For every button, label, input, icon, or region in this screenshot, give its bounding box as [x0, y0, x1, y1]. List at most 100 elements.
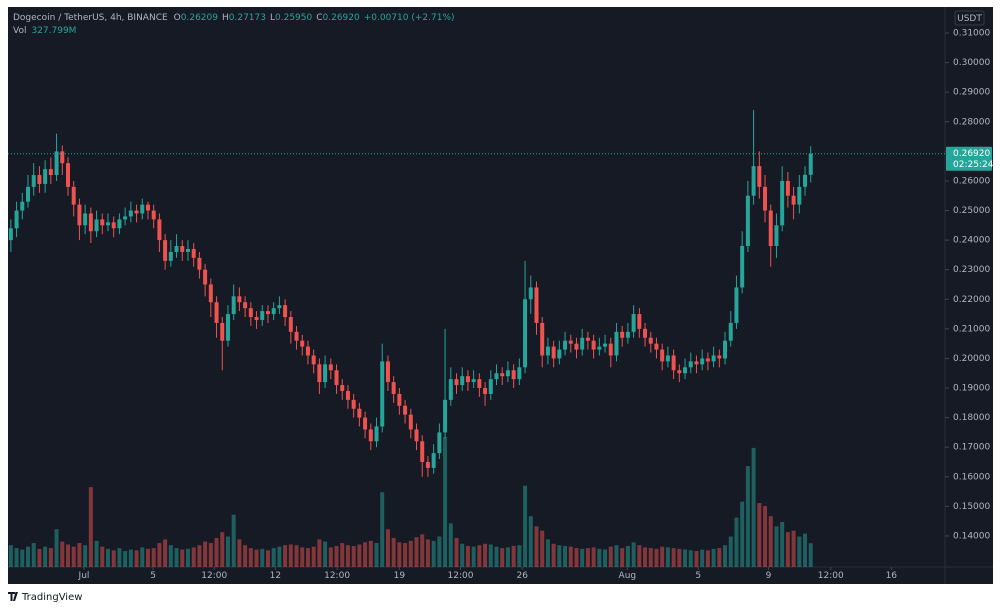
ohlc-value: 0.27173	[229, 13, 266, 23]
candle-body	[191, 248, 196, 258]
volume-bar	[265, 550, 270, 567]
currency-label[interactable]: USDT	[957, 14, 982, 24]
volume-bar	[608, 546, 613, 567]
ohlc-key: O	[174, 13, 181, 23]
x-tick-label: 12:00	[324, 571, 350, 581]
volume-bar	[208, 543, 213, 567]
volume-bar	[283, 545, 288, 567]
plot	[8, 109, 813, 567]
volume-bar	[745, 466, 750, 567]
candle-body	[723, 340, 728, 359]
volume-bar	[123, 551, 128, 567]
candle-body	[54, 151, 59, 176]
candle-body	[763, 186, 768, 211]
currency-button[interactable]	[954, 10, 985, 26]
candle-body	[797, 186, 802, 205]
candle-body	[8, 228, 13, 241]
x-tick-label: 19	[394, 571, 406, 581]
candle-body	[134, 210, 139, 214]
volume-bar	[37, 548, 42, 567]
candle-body	[168, 251, 173, 261]
candle-body	[208, 284, 213, 303]
volume-bar	[100, 546, 105, 567]
volume-bar	[345, 545, 350, 567]
volume-bar	[808, 543, 813, 567]
volume-bar	[88, 487, 93, 567]
candle-body	[77, 204, 82, 226]
volume-bar	[517, 545, 522, 567]
header: Dogecoin / TetherUS, 4h, BINANCE O0.26209…	[13, 13, 455, 23]
volume-bar	[134, 550, 139, 567]
candle-body	[243, 302, 248, 309]
candle-body	[574, 343, 579, 350]
candle-body	[300, 340, 305, 347]
volume-bar	[494, 546, 499, 567]
candle-body	[517, 367, 522, 380]
volume-bar	[83, 545, 88, 567]
candle-body	[460, 376, 465, 386]
candle-body	[580, 337, 585, 350]
volume-bar	[294, 545, 299, 567]
candle-body	[705, 358, 710, 362]
volume-bar	[111, 550, 116, 567]
candle-body	[671, 355, 676, 371]
volume-bar	[65, 544, 70, 567]
candle-body	[117, 219, 122, 229]
ohlc-key: H	[222, 13, 229, 23]
volume-bar	[511, 545, 516, 567]
volume-bar	[797, 536, 802, 567]
y-tick-label: 0.16000	[953, 472, 990, 482]
volume-bar	[431, 540, 436, 567]
y-tick-label: 0.31000	[953, 29, 990, 39]
candle-body	[14, 210, 19, 229]
volume-bar	[105, 548, 110, 567]
volume-bar	[334, 545, 339, 567]
brand-icon	[8, 592, 18, 601]
candle-body	[420, 441, 425, 462]
volume-bar	[631, 542, 636, 567]
volume-bar	[305, 548, 310, 567]
volume-bar	[48, 548, 53, 567]
volume-bar	[117, 548, 122, 567]
volume-bar	[71, 546, 76, 567]
candle-body	[283, 305, 288, 318]
candle-body	[403, 405, 408, 415]
candle-body	[374, 426, 379, 442]
candle-body	[477, 379, 482, 389]
volume-bar	[391, 537, 396, 567]
candle-body	[368, 429, 373, 442]
candle-body	[323, 364, 328, 383]
volume-bar	[774, 526, 779, 567]
candle-body	[620, 331, 625, 338]
volume-bar	[648, 548, 653, 567]
volume-bar	[174, 548, 179, 567]
candle-body	[157, 219, 162, 241]
volume-bar	[460, 543, 465, 567]
volume-bar	[785, 532, 790, 567]
candle-body	[648, 337, 653, 344]
candle-body	[745, 195, 750, 247]
candle-body	[505, 370, 510, 377]
candle-body	[448, 379, 453, 400]
volume-bar	[385, 529, 390, 567]
candle-body	[471, 379, 476, 383]
candle-body	[717, 355, 722, 359]
candle-body	[545, 346, 550, 356]
volume-bar	[380, 492, 385, 567]
y-tick-label: 0.24000	[953, 236, 990, 246]
candle-body	[431, 453, 436, 468]
candle-body	[511, 370, 516, 380]
ohlc-key: L	[270, 13, 275, 23]
volume-bar	[168, 545, 173, 567]
volume-bar	[740, 501, 745, 567]
candle-body	[454, 379, 459, 386]
candle-body	[105, 222, 110, 226]
candle-body	[597, 346, 602, 350]
volume-bar	[671, 548, 676, 567]
candle-body	[780, 180, 785, 226]
candle-body	[197, 257, 202, 270]
y-tick-label: 0.22000	[953, 295, 990, 305]
candle-body	[151, 210, 156, 220]
volume-bar	[185, 548, 190, 567]
